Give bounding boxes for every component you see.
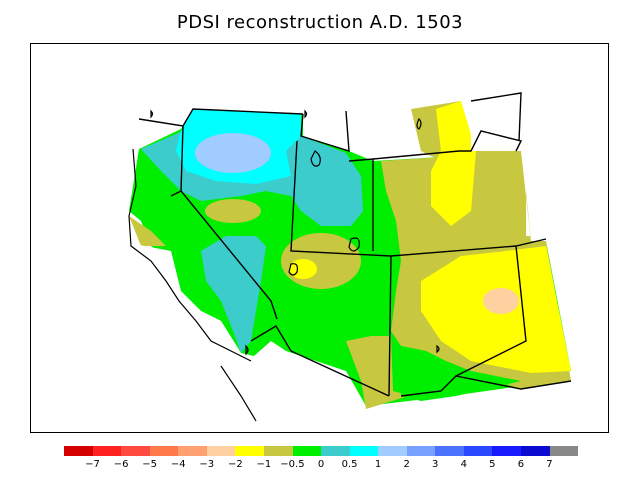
region-olive-small bbox=[205, 199, 261, 223]
colorbar-swatch bbox=[64, 446, 93, 456]
colorbar-swatch bbox=[235, 446, 264, 456]
colorbar-swatch bbox=[378, 446, 407, 456]
colorbar-swatch bbox=[149, 446, 179, 456]
region-olive-sw bbox=[129, 216, 166, 246]
colorbar-tick-label: −7 bbox=[85, 459, 100, 470]
region-light-blue bbox=[195, 133, 271, 173]
region-olive-central bbox=[281, 233, 361, 289]
coast-gap bbox=[31, 44, 251, 432]
colorbar-tick-label: 2 bbox=[403, 459, 410, 470]
colorbar-tick-label: −1 bbox=[256, 459, 272, 470]
colorbar-tick-label: 6 bbox=[517, 459, 525, 470]
colorbar-swatch bbox=[263, 446, 293, 456]
chart-title: PDSI reconstruction A.D. 1503 bbox=[176, 12, 464, 33]
coastline bbox=[128, 148, 257, 422]
colorbar-swatch bbox=[178, 446, 207, 456]
region-teal-sw bbox=[201, 236, 266, 353]
colorbar-tick-label: −6 bbox=[113, 459, 129, 470]
colorbar-tick-label: −0.5 bbox=[280, 459, 305, 470]
colorbar-swatch bbox=[92, 446, 122, 456]
lakes bbox=[150, 109, 440, 356]
map-frame bbox=[30, 43, 609, 433]
colorbar-tick-label: 1 bbox=[374, 459, 382, 470]
colorbar-tick-label: −5 bbox=[142, 459, 158, 470]
colorbar-tick-label: 5 bbox=[489, 459, 496, 470]
region-peach bbox=[483, 288, 519, 314]
region-yellow-small bbox=[289, 259, 317, 279]
colorbar-swatch bbox=[321, 446, 350, 456]
colorbar-swatch bbox=[549, 446, 579, 456]
colorbar-swatch bbox=[121, 446, 150, 456]
colorbar-tick-label: 3 bbox=[432, 459, 439, 470]
colorbar-swatch bbox=[206, 446, 236, 456]
colorbar-swatch bbox=[521, 446, 550, 456]
colorbar-tick-label: 4 bbox=[460, 459, 467, 470]
colorbar-swatch bbox=[492, 446, 521, 456]
colorbar-swatch bbox=[292, 446, 322, 456]
east-gap bbox=[471, 106, 546, 241]
colorbar-labels: −7 −6 −5 −4 −3 −2 −1 −0.5 0 0.5 1 2 3 4 5 6 7 bbox=[64, 459, 578, 473]
colorbar-tick-label: 7 bbox=[546, 459, 553, 470]
colorbar-swatch bbox=[463, 446, 493, 456]
colorbar-tick-label: 0.5 bbox=[341, 459, 358, 470]
colorbar-tick-label: 0 bbox=[317, 459, 325, 470]
colorbar-swatch bbox=[349, 446, 379, 456]
colorbar-tick-label: −3 bbox=[199, 459, 215, 470]
pdsi-map bbox=[31, 44, 572, 432]
colorbar-tick-label: −2 bbox=[227, 459, 243, 470]
colorbar-swatch bbox=[406, 446, 436, 456]
state-boundaries bbox=[138, 92, 572, 397]
colorbar bbox=[64, 446, 579, 456]
region-olive-south bbox=[346, 336, 441, 409]
colorbar-tick-label: −4 bbox=[170, 459, 186, 470]
region-yellow-north bbox=[431, 101, 476, 226]
colorbar-swatch bbox=[435, 446, 464, 456]
